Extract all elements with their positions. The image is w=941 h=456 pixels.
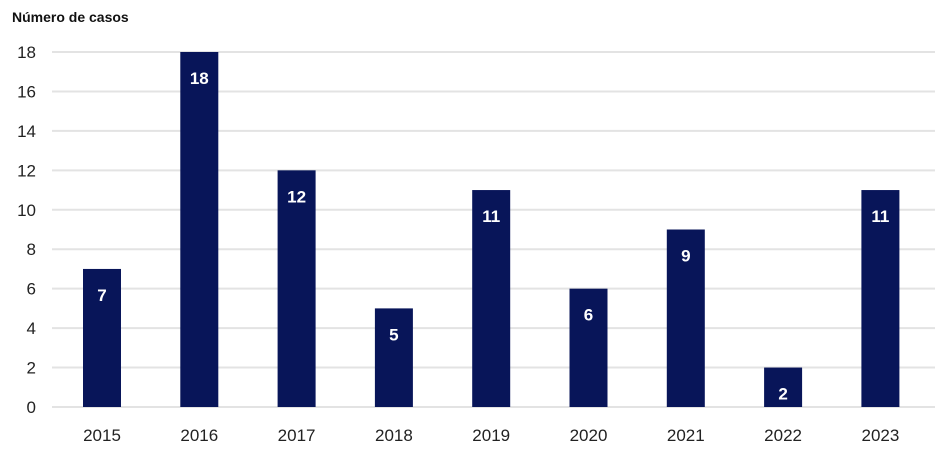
bar-value-label: 9: [681, 247, 690, 266]
bar-value-label: 6: [584, 306, 593, 325]
y-axis-title: Número de casos: [12, 9, 129, 25]
bar-value-label: 11: [871, 207, 889, 226]
bar-value-label: 5: [389, 325, 398, 344]
x-tick-label: 2016: [180, 426, 218, 445]
x-tick-label: 2022: [764, 426, 802, 445]
x-tick-label: 2023: [861, 426, 899, 445]
bar-value-label: 2: [778, 385, 787, 404]
bar-value-label: 7: [97, 286, 106, 305]
y-tick-label: 16: [17, 82, 36, 101]
x-tick-label: 2017: [278, 426, 316, 445]
y-tick-label: 10: [17, 201, 36, 220]
y-axis-ticks: 0 2 4 6 8 10 12 14 16 18: [17, 43, 36, 417]
y-tick-label: 4: [27, 319, 36, 338]
x-tick-label: 2015: [83, 426, 121, 445]
x-axis-ticks: 2015 2016 2017 2018 2019 2020 2021 2022 2023: [83, 426, 899, 445]
bar: [374, 308, 413, 407]
x-tick-label: 2018: [375, 426, 413, 445]
bar-value-label: 11: [482, 207, 500, 226]
bar: [666, 229, 705, 407]
y-tick-label: 14: [17, 122, 36, 141]
x-tick-label: 2019: [472, 426, 510, 445]
y-tick-label: 6: [27, 280, 36, 299]
bar: [180, 52, 219, 407]
y-tick-label: 18: [17, 43, 36, 62]
bar-value-label: 12: [287, 187, 306, 206]
y-tick-label: 2: [27, 359, 36, 378]
x-tick-label: 2021: [667, 426, 705, 445]
bar: [861, 190, 900, 407]
y-tick-label: 0: [27, 398, 36, 417]
bars: 7 18 12 5 11 6 9 2 11: [83, 52, 900, 407]
bar: [569, 288, 608, 407]
bar: [472, 190, 511, 407]
bar: [83, 268, 121, 407]
y-tick-label: 12: [17, 161, 36, 180]
bar: [764, 367, 803, 407]
bar-value-label: 18: [190, 69, 209, 88]
bar: [277, 170, 316, 407]
y-tick-label: 8: [27, 240, 36, 259]
x-tick-label: 2020: [570, 426, 608, 445]
